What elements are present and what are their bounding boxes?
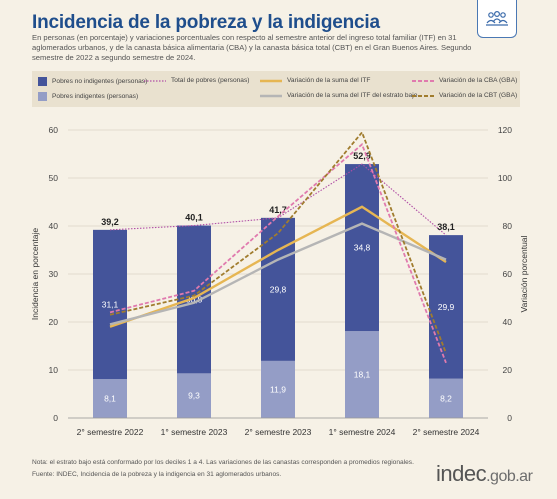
indec-badge bbox=[477, 0, 517, 38]
y-tick-label: 60 bbox=[49, 125, 59, 135]
x-tick-label: 2° semestre 2024 bbox=[413, 427, 480, 437]
bar-indigentes bbox=[429, 378, 463, 418]
legend-label: Variación de la CBA (GBA) bbox=[439, 77, 518, 84]
legend-label: Variación de la CBT (GBA) bbox=[439, 92, 518, 99]
bar-label-indigentes: 18,1 bbox=[354, 370, 371, 380]
y-tick-label: 20 bbox=[49, 317, 59, 327]
bar-indigentes bbox=[345, 331, 379, 418]
y2-axis-title: Variación porcentual bbox=[519, 235, 529, 312]
y2-tick-label: 100 bbox=[498, 173, 512, 183]
brand-domain: .gob.ar bbox=[486, 468, 533, 485]
total-label: 39,2 bbox=[101, 217, 119, 227]
y2-tick-label: 20 bbox=[503, 365, 513, 375]
bar-label-no-indigentes: 30,8 bbox=[186, 294, 203, 304]
bar-indigentes bbox=[177, 373, 211, 418]
legend-label: Variación de la suma del ITF del estrato… bbox=[287, 92, 418, 99]
y2-tick-label: 60 bbox=[503, 269, 513, 279]
bar-label-no-indigentes: 31,1 bbox=[102, 299, 119, 309]
bar-label-indigentes: 9,3 bbox=[188, 391, 200, 401]
people-group-icon bbox=[486, 10, 508, 26]
bar-label-no-indigentes: 29,8 bbox=[270, 284, 287, 294]
chart-legend: Pobres no indigentes (personas) Pobres i… bbox=[32, 71, 520, 107]
x-tick-label: 2° semestre 2022 bbox=[77, 427, 144, 437]
legend-item-indigentes: Pobres indigentes (personas) bbox=[38, 92, 138, 101]
bar-indigentes bbox=[93, 379, 127, 418]
bar-label-indigentes: 8,2 bbox=[440, 393, 452, 403]
y2-tick-label: 40 bbox=[503, 317, 513, 327]
bar-no-indigentes bbox=[345, 164, 379, 332]
legend-item-cba: Variación de la CBA (GBA) bbox=[412, 77, 517, 84]
line-itf-bajo bbox=[109, 222, 447, 326]
footnotes: Nota: el estrato bajo está conformado po… bbox=[32, 457, 414, 481]
total-label: 40,1 bbox=[185, 213, 203, 223]
bar-label-no-indigentes: 29,9 bbox=[438, 302, 455, 312]
legend-item-cbt: Variación de la CBT (GBA) bbox=[412, 92, 517, 99]
legend-item-total: Total de pobres (personas) bbox=[144, 77, 249, 84]
x-tick-label: 1° semestre 2023 bbox=[161, 427, 228, 437]
legend-label: Pobres indigentes (personas) bbox=[52, 93, 139, 100]
legend-label: Total de pobres (personas) bbox=[171, 77, 250, 84]
line-itf bbox=[109, 205, 447, 328]
y2-tick-label: 120 bbox=[498, 125, 512, 135]
x-tick-label: 1° semestre 2024 bbox=[329, 427, 396, 437]
legend-item-no-indigentes: Pobres no indigentes (personas) bbox=[38, 77, 147, 86]
legend-item-itf: Variación de la suma del ITF bbox=[260, 77, 370, 84]
legend-label: Variación de la suma del ITF bbox=[287, 77, 371, 84]
y-tick-label: 0 bbox=[53, 413, 58, 423]
y-tick-label: 50 bbox=[49, 173, 59, 183]
bar-label-no-indigentes: 34,8 bbox=[354, 243, 371, 253]
bar-label-indigentes: 8,1 bbox=[104, 394, 116, 404]
total-label: 41,7 bbox=[269, 205, 287, 215]
x-tick-label: 2° semestre 2023 bbox=[245, 427, 312, 437]
total-label: 38,1 bbox=[437, 222, 455, 232]
y-axis-title: Incidencia en porcentaje bbox=[30, 228, 40, 320]
bar-no-indigentes bbox=[93, 229, 127, 380]
bar-label-indigentes: 11,9 bbox=[270, 384, 286, 394]
footnote-note: Nota: el estrato bajo está conformado po… bbox=[32, 459, 414, 466]
line-cba bbox=[109, 142, 447, 364]
legend-label: Pobres no indigentes (personas) bbox=[52, 78, 148, 85]
total-label: 52,9 bbox=[353, 151, 371, 161]
chart-subtitle: En personas (en porcentaje) y variacione… bbox=[32, 33, 472, 62]
indec-logo[interactable]: indec.gob.ar bbox=[436, 461, 533, 487]
line-total-pobres bbox=[109, 163, 447, 236]
y2-tick-label: 80 bbox=[503, 221, 513, 231]
footnote-source: Fuente: INDEC, Incidencia de la pobreza … bbox=[32, 471, 282, 478]
chart-title: Incidencia de la pobreza y la indigencia bbox=[32, 12, 380, 33]
y-tick-label: 40 bbox=[49, 221, 59, 231]
legend-item-itf-bajo: Variación de la suma del ITF del estrato… bbox=[260, 92, 417, 99]
y-tick-label: 10 bbox=[49, 365, 59, 375]
line-cbt bbox=[109, 130, 447, 354]
bar-indigentes bbox=[261, 360, 295, 418]
y-tick-label: 30 bbox=[49, 269, 59, 279]
brand-main: indec bbox=[436, 461, 487, 486]
y2-tick-label: 0 bbox=[507, 413, 512, 423]
bar-no-indigentes bbox=[177, 225, 211, 374]
